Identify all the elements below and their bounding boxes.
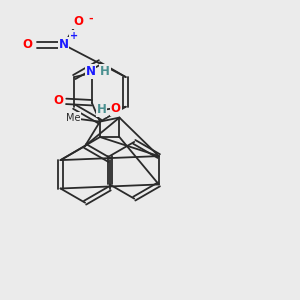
Text: H: H	[97, 103, 106, 116]
Text: H: H	[100, 65, 110, 78]
Text: -: -	[88, 14, 93, 24]
Text: Me: Me	[66, 112, 81, 123]
Text: +: +	[70, 31, 78, 41]
Text: N: N	[85, 65, 95, 78]
Text: N: N	[58, 38, 68, 51]
Text: O: O	[53, 94, 63, 106]
Text: O: O	[74, 15, 83, 28]
Text: O: O	[111, 102, 121, 115]
Text: O: O	[22, 38, 32, 51]
